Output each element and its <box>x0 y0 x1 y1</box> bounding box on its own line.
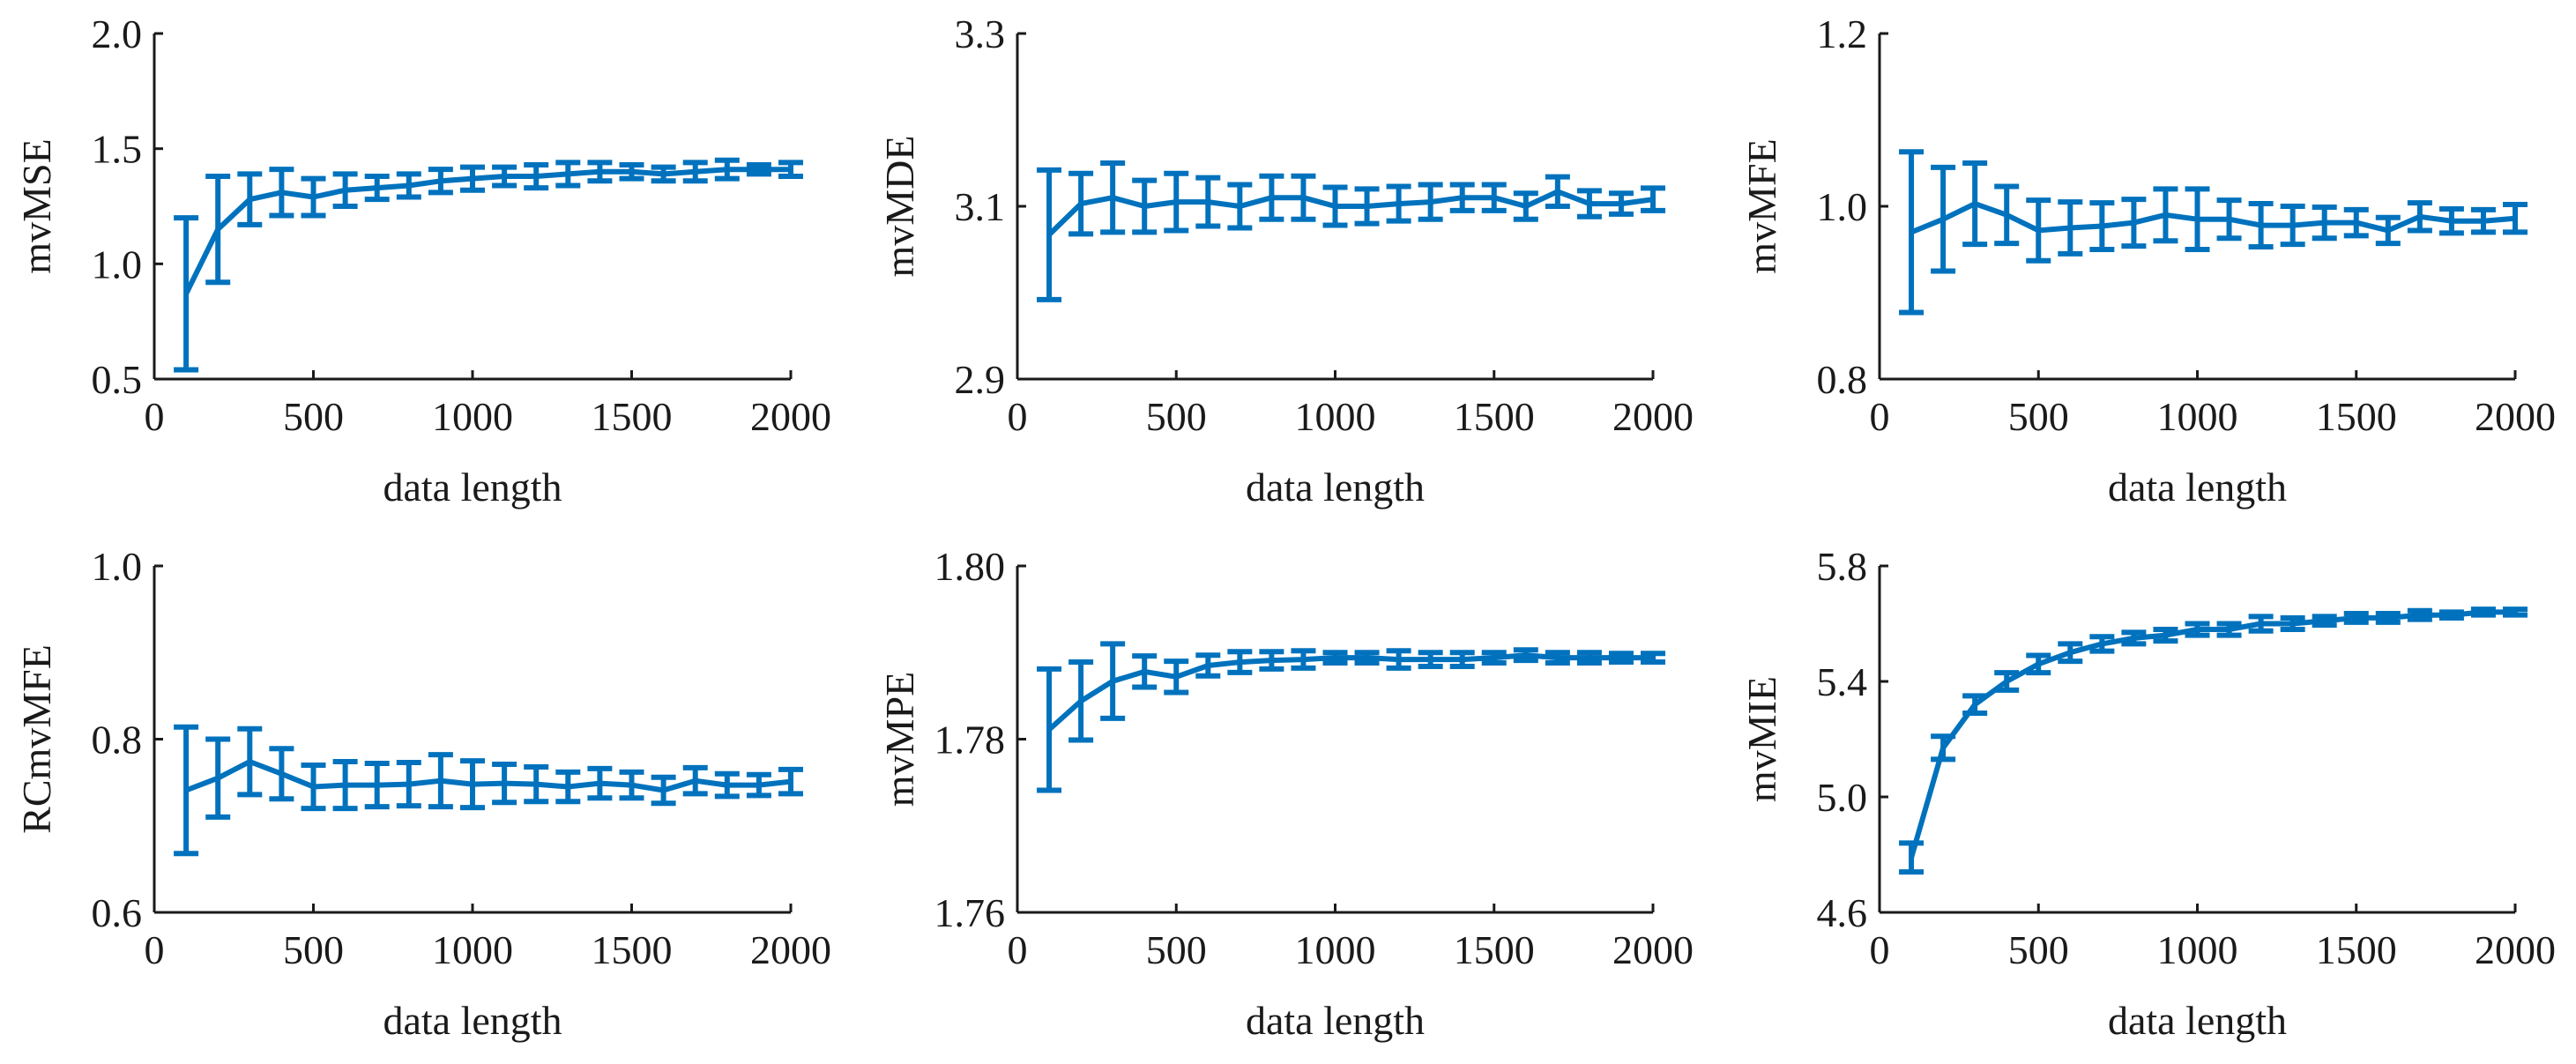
x-tick-label: 2000 <box>2475 394 2556 439</box>
y-tick-label: 5.8 <box>1817 544 1868 589</box>
x-axis-label: data length <box>1246 998 1425 1043</box>
y-tick-label: 3.1 <box>955 184 1006 229</box>
x-tick-label: 500 <box>1146 394 1207 439</box>
y-tick-label: 0.6 <box>92 890 143 935</box>
x-tick-label: 0 <box>1870 927 1890 972</box>
x-tick-label: 1500 <box>1454 394 1535 439</box>
y-tick-label: 1.78 <box>934 718 1006 763</box>
y-tick-label: 0.8 <box>1817 357 1868 402</box>
subplot-mvmde: 0 500 1000 1500 2000 2.9 3.1 3.3 data length mvMD… <box>877 11 1694 510</box>
x-tick-label: 2000 <box>750 394 831 439</box>
x-tick-label: 0 <box>1008 927 1028 972</box>
y-tick-label: 1.5 <box>92 127 143 172</box>
x-tick-label: 1500 <box>592 927 673 972</box>
x-axis-label: data length <box>383 465 562 510</box>
y-tick-label: 5.0 <box>1817 775 1868 820</box>
series-line <box>1046 189 1654 237</box>
x-axis-label: data length <box>2108 998 2287 1043</box>
x-tick-label: 1500 <box>1454 927 1535 972</box>
x-tick-label: 2000 <box>1612 927 1694 972</box>
y-tick-label: 2.9 <box>955 357 1006 402</box>
subplot-mvmse: 0 500 1000 1500 2000 0.5 1.0 1.5 2.0 data length m… <box>14 11 831 510</box>
series-line <box>1909 609 2515 859</box>
x-tick-label: 1500 <box>592 394 673 439</box>
x-tick-label: 500 <box>283 927 344 972</box>
series-line <box>183 167 791 295</box>
y-tick-label: 0.5 <box>92 357 143 402</box>
x-tick-label: 1000 <box>432 927 513 972</box>
x-tick-label: 1000 <box>1295 394 1376 439</box>
y-tick-label: 2.0 <box>92 11 143 56</box>
y-axis-label: mvMFE <box>1739 138 1784 273</box>
x-tick-label: 1000 <box>2157 927 2238 972</box>
x-tick-label: 0 <box>145 394 165 439</box>
y-tick-label: 1.0 <box>1817 184 1868 229</box>
y-tick-label: 1.0 <box>92 544 143 589</box>
y-axis-label: mvMDE <box>877 136 922 278</box>
x-tick-label: 0 <box>1008 394 1028 439</box>
x-tick-label: 500 <box>283 394 344 439</box>
series-line <box>1046 652 1653 732</box>
y-tick-label: 1.76 <box>934 890 1006 935</box>
x-tick-label: 500 <box>2008 927 2069 972</box>
x-axis-label: data length <box>383 998 562 1043</box>
x-tick-label: 500 <box>2008 394 2069 439</box>
x-tick-label: 500 <box>1146 927 1207 972</box>
series-line <box>1910 201 2516 235</box>
x-tick-label: 1500 <box>2316 394 2397 439</box>
x-tick-label: 1000 <box>1295 927 1376 972</box>
y-axis-label: RCmvMFE <box>14 644 59 834</box>
y-tick-label: 0.8 <box>92 718 143 763</box>
subplot-mvmpe: 0 500 1000 1500 2000 1.76 1.78 1.80 data length m… <box>877 544 1694 1043</box>
subplot-mvmfe: 0 500 1000 1500 2000 0.8 1.0 1.2 data length mvMF… <box>1739 11 2556 510</box>
series-line <box>185 759 792 793</box>
y-axis-label: mvMIE <box>1739 676 1784 802</box>
y-tick-label: 1.0 <box>92 242 143 286</box>
y-tick-label: 3.3 <box>955 11 1006 56</box>
x-tick-label: 2000 <box>750 927 831 972</box>
y-tick-label: 5.4 <box>1817 659 1868 704</box>
x-tick-label: 2000 <box>2475 927 2556 972</box>
subplot-rcmvmfe: 0 500 1000 1500 2000 0.6 0.8 1.0 data length RCmv… <box>14 544 831 1043</box>
y-tick-label: 1.2 <box>1817 11 1868 56</box>
subplot-mvmie: 0 500 1000 1500 2000 4.6 5.0 5.4 5.8 data length m… <box>1739 544 2556 1043</box>
y-axis-label: mvMPE <box>877 672 922 807</box>
x-axis-label: data length <box>1246 465 1425 510</box>
y-tick-label: 4.6 <box>1817 890 1868 935</box>
x-tick-label: 0 <box>145 927 165 972</box>
x-axis-label: data length <box>2108 465 2287 510</box>
x-tick-label: 1000 <box>2157 394 2238 439</box>
x-tick-label: 0 <box>1870 394 1890 439</box>
x-tick-label: 2000 <box>1612 394 1694 439</box>
y-tick-label: 1.80 <box>934 544 1006 589</box>
y-axis-label: mvMSE <box>14 138 59 273</box>
x-tick-label: 1500 <box>2316 927 2397 972</box>
x-tick-label: 1000 <box>432 394 513 439</box>
